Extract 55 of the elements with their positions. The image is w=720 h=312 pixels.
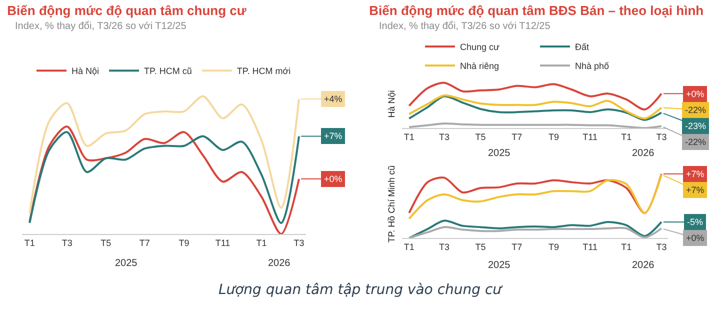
x-tick-label: T1 — [621, 242, 632, 252]
x-tick-label: T5 — [100, 238, 112, 248]
annotation: +0% — [324, 174, 342, 184]
x-tick-label: T9 — [178, 238, 190, 248]
chart-title: Biến động mức độ quan tâm BĐS Bán – theo loại hình — [369, 3, 704, 18]
text: 2026 — [632, 148, 655, 159]
text: 2025 — [488, 260, 511, 271]
chart-subtitle: Index, % thay đổi, T3/26 so với T12/25 — [15, 20, 187, 32]
annotation: +7% — [686, 169, 704, 179]
x-tick-label: T11 — [215, 238, 230, 248]
chart-title: Biến động mức độ quan tâm chung cư — [7, 3, 247, 18]
legend-label: Chung cư — [460, 42, 500, 52]
x-tick-label: T9 — [548, 132, 559, 142]
y-axis-title: TP. Hồ Chí Minh cũ — [386, 165, 396, 243]
x-tick-label: T7 — [139, 238, 150, 248]
text: 2025 — [115, 258, 138, 269]
x-tick-label: T3 — [438, 132, 450, 142]
annotation: -22% — [685, 105, 706, 115]
x-tick-label: T3 — [656, 242, 667, 252]
x-tick-label: T1 — [404, 132, 414, 142]
annotation: +7% — [324, 131, 342, 141]
legend-label: Đất — [575, 42, 590, 52]
annotation: +0% — [686, 89, 704, 99]
chart-subtitle: Index, % thay đổi, T3/26 so với T12/25 — [379, 20, 551, 32]
x-tick-label: T5 — [475, 132, 486, 142]
x-tick-label: T3 — [294, 238, 304, 248]
text: 2026 — [268, 258, 291, 269]
annotation: -5% — [687, 217, 704, 227]
x-tick-label: T5 — [475, 242, 486, 252]
annotation: +4% — [324, 94, 342, 104]
x-tick-label: T7 — [512, 132, 522, 142]
x-tick-label: T1 — [256, 238, 267, 248]
text: 2025 — [488, 148, 511, 159]
annotation: +7% — [686, 185, 704, 195]
legend-label: Nhà phố — [575, 61, 610, 72]
x-tick-label: T3 — [656, 132, 667, 142]
legend-label: Nhà riêng — [460, 61, 500, 72]
x-tick-label: T11 — [582, 132, 598, 142]
x-tick-label: T9 — [548, 242, 559, 252]
legend-label: Hà Nội — [72, 66, 100, 76]
text: 2026 — [632, 260, 655, 271]
annotation: -22% — [685, 137, 706, 147]
annotation: +0% — [686, 233, 704, 243]
x-tick-label: T3 — [62, 238, 72, 248]
x-tick-label: T1 — [404, 242, 414, 252]
x-tick-label: T11 — [582, 242, 598, 252]
annotation: -23% — [685, 121, 706, 131]
x-tick-label: T1 — [621, 132, 632, 142]
y-axis-title: Hà Nội — [386, 90, 396, 118]
text: Lượng quan tâm tập trung vào chung cư — [217, 282, 504, 298]
x-tick-label: T1 — [24, 238, 35, 248]
legend-label: TP. HCM mới — [236, 66, 291, 76]
legend-label: TP. HCM cũ — [144, 66, 192, 76]
x-tick-label: T7 — [512, 242, 522, 252]
x-tick-label: T3 — [438, 242, 450, 252]
